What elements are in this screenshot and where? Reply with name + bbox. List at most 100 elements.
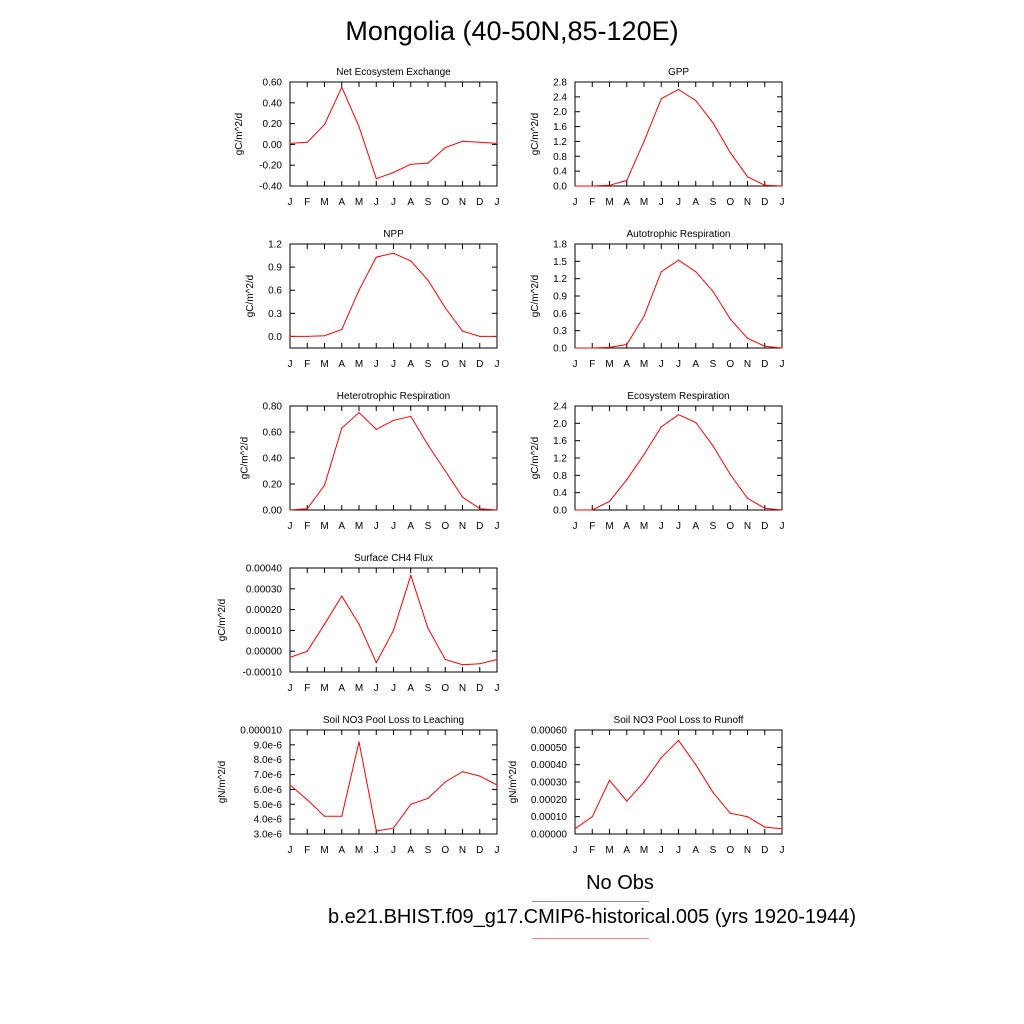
y-tick-label: 0.20: [263, 119, 283, 130]
data-point: [626, 179, 628, 182]
data-point: [358, 741, 360, 743]
data-point: [444, 781, 446, 783]
data-point: [781, 509, 783, 511]
y-tick-label: 0.000010: [240, 726, 282, 737]
x-tick-label: A: [407, 683, 414, 694]
chart-title: Autotrophic Respiration: [627, 229, 731, 240]
data-point: [289, 335, 291, 338]
x-tick-label: N: [459, 683, 466, 694]
x-tick-label: M: [355, 683, 363, 694]
data-point: [695, 99, 697, 102]
y-tick-label: 2.0: [553, 419, 567, 430]
y-tick-label: 7.0e-6: [254, 770, 283, 781]
data-point: [677, 414, 680, 416]
plot-frame: [289, 405, 498, 511]
y-tick-label: 0.8: [553, 152, 567, 163]
x-tick-label: F: [589, 521, 595, 532]
y-tick-label: 0.00060: [531, 726, 568, 737]
x-tick-label: J: [676, 845, 681, 856]
data-point: [306, 141, 308, 143]
x-tick-label: F: [304, 359, 310, 370]
x-tick-label: M: [320, 683, 328, 694]
data-point: [608, 184, 611, 186]
data-point: [712, 445, 714, 447]
y-axis-label: gC/m^2/d: [240, 437, 251, 480]
y-axis-label: gN/m^2/d: [217, 761, 228, 804]
y-tick-label: 1.6: [553, 122, 567, 133]
x-tick-label: D: [476, 197, 483, 208]
data-point: [574, 185, 576, 187]
y-tick-label: 2.8: [553, 78, 567, 89]
y-tick-label: 1.6: [553, 436, 567, 447]
x-tick-label: N: [744, 845, 751, 856]
x-tick-label: J: [288, 197, 293, 208]
x-tick-label: J: [391, 197, 396, 208]
y-tick-label: 0.00030: [531, 778, 568, 789]
x-tick-label: N: [744, 521, 751, 532]
x-tick-label: F: [589, 359, 595, 370]
x-tick-label: F: [589, 845, 595, 856]
x-tick-label: J: [495, 521, 500, 532]
data-point: [427, 444, 429, 446]
x-tick-label: J: [780, 521, 785, 532]
data-point: [746, 497, 749, 499]
y-tick-label: 3.0e-6: [254, 830, 283, 841]
x-tick-label: O: [441, 683, 449, 694]
data-point: [392, 171, 395, 174]
y-tick-label: 0.00050: [531, 743, 568, 754]
data-point: [677, 88, 680, 91]
x-tick-label: A: [407, 845, 414, 856]
x-tick-label: D: [761, 197, 768, 208]
y-tick-label: 4.0e-6: [254, 815, 283, 826]
data-point: [289, 656, 291, 659]
x-tick-label: F: [304, 683, 310, 694]
data-point: [410, 163, 412, 165]
x-tick-label: J: [573, 197, 578, 208]
data-point: [781, 828, 783, 830]
data-point: [444, 470, 446, 472]
y-tick-label: 0.00000: [246, 647, 283, 658]
data-point: [608, 500, 611, 502]
data-point: [427, 627, 429, 629]
y-tick-label: 0.00010: [531, 812, 568, 823]
data-point: [746, 176, 749, 178]
data-point: [341, 427, 343, 429]
x-tick-label: M: [320, 197, 328, 208]
x-tick-label: S: [425, 845, 432, 856]
x-tick-label: A: [623, 845, 630, 856]
data-point: [729, 812, 731, 814]
x-tick-label: M: [355, 359, 363, 370]
data-point: [591, 509, 593, 511]
x-tick-label: M: [640, 521, 648, 532]
y-tick-label: 1.2: [553, 137, 567, 148]
x-tick-label: O: [726, 845, 734, 856]
page-title: Mongolia (40-50N,85-120E): [345, 16, 679, 46]
data-point: [677, 739, 680, 742]
data-point: [410, 803, 412, 805]
data-point: [660, 271, 662, 273]
data-point: [479, 141, 481, 143]
data-point: [289, 784, 291, 786]
data-point: [427, 797, 429, 799]
x-tick-label: M: [640, 197, 648, 208]
chart-title: Net Ecosystem Exchange: [336, 67, 451, 78]
data-point: [712, 290, 714, 292]
x-tick-label: J: [659, 359, 664, 370]
x-tick-label: A: [623, 359, 630, 370]
x-tick-label: N: [744, 197, 751, 208]
y-tick-label: 5.0e-6: [254, 800, 283, 811]
x-tick-label: A: [692, 197, 699, 208]
data-point: [764, 826, 766, 828]
x-tick-label: J: [288, 521, 293, 532]
x-tick-label: J: [391, 683, 396, 694]
data-point: [729, 473, 731, 476]
chart-title: Ecosystem Respiration: [627, 391, 729, 402]
y-tick-label: 0.3: [268, 309, 282, 320]
y-tick-label: 1.2: [268, 240, 282, 251]
x-tick-label: J: [659, 521, 664, 532]
x-tick-label: F: [304, 845, 310, 856]
data-point: [764, 345, 766, 347]
y-tick-label: 8.0e-6: [254, 755, 283, 766]
